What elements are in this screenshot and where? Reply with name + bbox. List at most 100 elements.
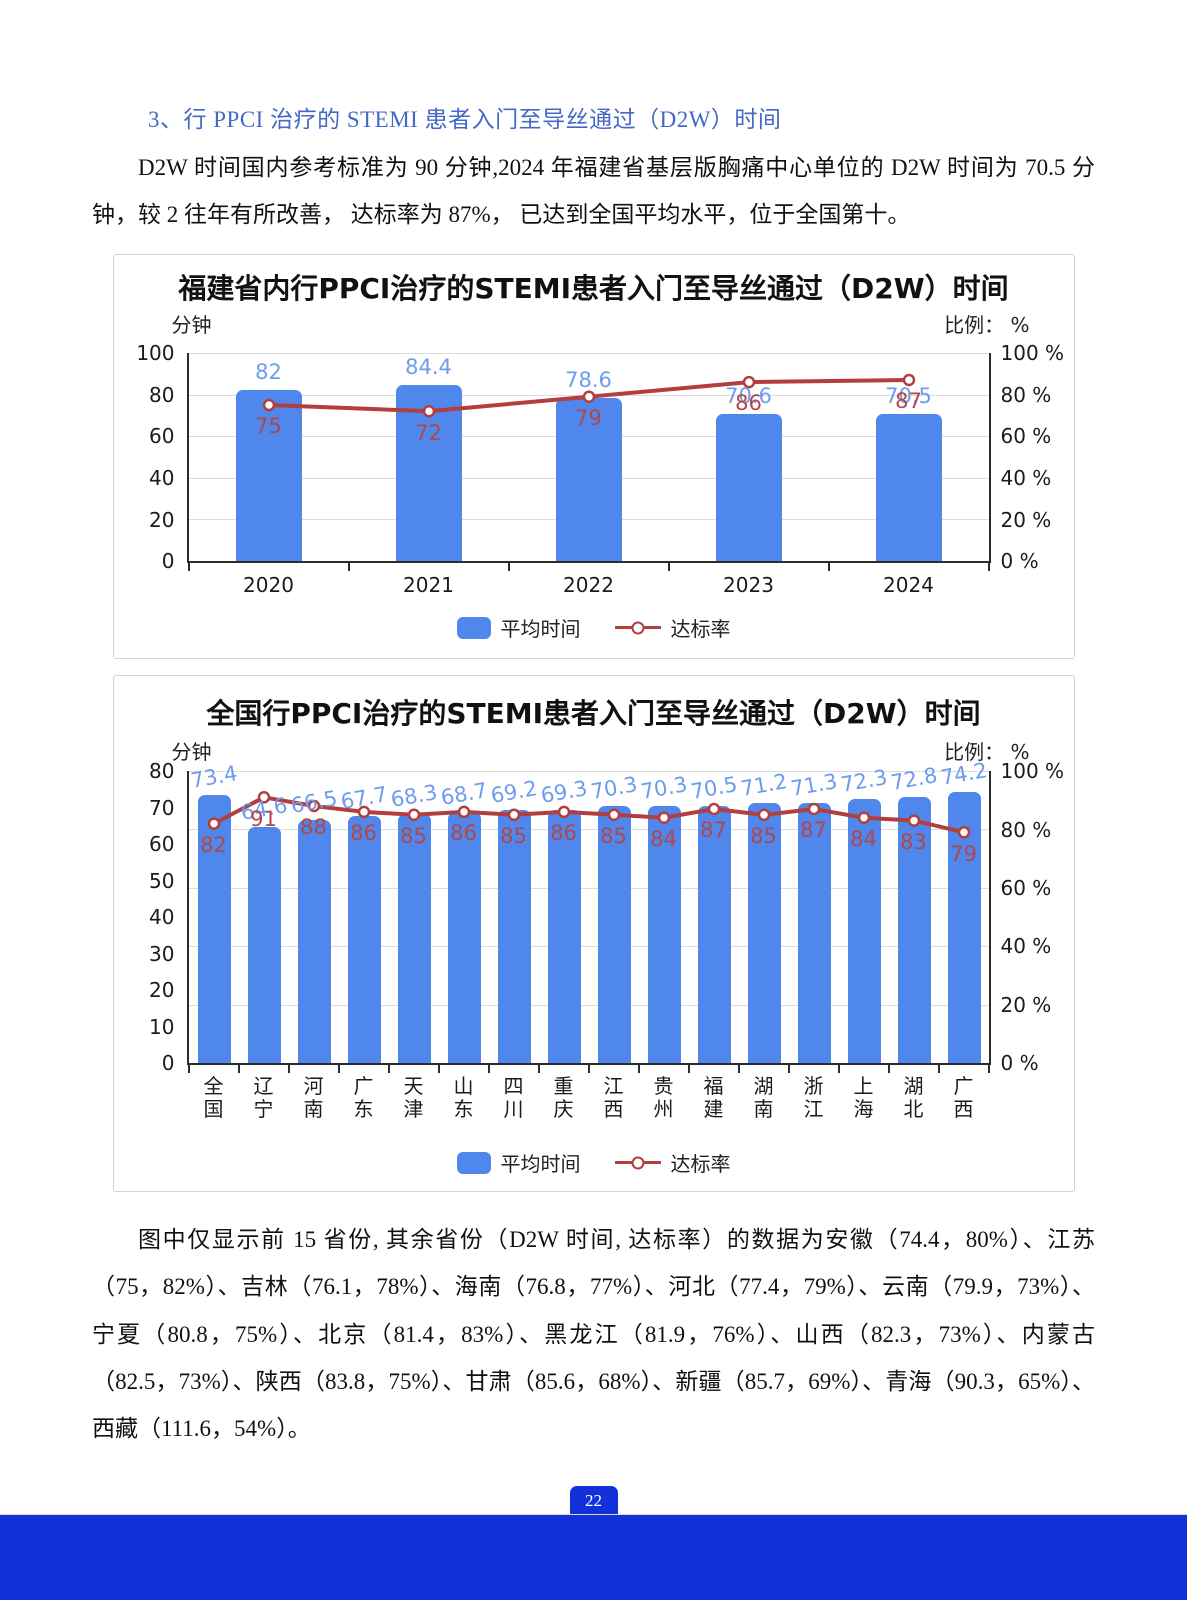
rate-point-marker [582,390,595,404]
rate-point-marker [357,805,370,819]
left-axis-tick-label: 70 [149,795,175,820]
rate-value-label: 75 [255,414,282,439]
rate-value-label: 79 [950,841,977,866]
category-label: 广西 [953,1074,974,1122]
left-axis-tick-label: 80 [149,759,175,784]
line-legend-circle-icon [631,1156,644,1170]
left-axis-unit-label: 分钟 [171,313,212,338]
bar [697,806,731,1064]
legend-item-bar: 平均时间 [456,613,581,642]
section-heading: 3、行 PPCI 治疗的 STEMI 患者入门至导丝通过（D2W）时间 [148,107,782,132]
category-label: 贵州 [653,1074,674,1122]
gridline [188,946,989,948]
rate-value-label: 83 [900,829,927,854]
gridline [188,829,989,831]
left-axis-tick-label: 20 [149,978,175,1003]
x-axis-tick [837,1065,840,1074]
left-axis-tick-label: 30 [149,941,175,966]
chart-legend: 平均时间 达标率 [114,1148,1074,1177]
x-axis-tick [187,1065,190,1074]
rate-point-marker [757,808,770,822]
x-axis-tick [987,1065,990,1074]
bar-legend-swatch-icon [456,616,491,639]
category-label: 2022 [563,573,614,598]
x-axis-tick [487,1065,490,1074]
line-legend-marker-icon [614,1156,661,1170]
category-label: 2020 [243,573,294,598]
bar [797,803,831,1064]
category-label: 四川 [503,1074,524,1122]
left-axis-tick-label: 10 [149,1014,175,1039]
x-axis-tick [347,563,350,572]
rate-point-marker [307,800,320,813]
bottom-axis-line [186,1063,991,1066]
bar-value-label: 70.5 [885,384,932,409]
bar [847,799,881,1064]
rate-point-marker [857,811,870,825]
left-axis-tick-label: 80 [149,382,175,407]
rate-point-marker [607,808,620,822]
rate-value-label: 87 [700,818,727,843]
rate-value-label: 79 [575,405,602,430]
rate-value-label: 88 [300,815,327,840]
right-axis-unit-label: 比例： % [944,313,1030,338]
plot-area: 73.4 64.6 66.5 67.7 68.3 68.7 69.2 69.3 70.3 70.3… [186,758,991,1074]
bar [247,827,281,1064]
left-axis-tick-label: 40 [149,466,175,491]
x-axis-tick [387,1065,390,1074]
rate-value-label: 86 [550,821,577,846]
left-axis-tick-label: 20 [149,507,175,532]
rate-point-marker [407,808,420,822]
category-label: 福建 [703,1074,724,1122]
legend-label: 达标率 [670,1152,731,1177]
bar [397,814,431,1064]
line-legend-marker-icon [614,621,661,635]
right-axis-tick-label: 20 % [1000,992,1052,1017]
bar [347,816,381,1064]
x-axis-tick [507,563,510,572]
rate-value-label: 86 [350,821,377,846]
left-axis-line [186,353,189,562]
x-axis-tick [827,563,830,572]
rate-point-marker [902,374,915,387]
rate-value-label: 86 [450,821,477,846]
left-axis-tick-label: 40 [149,905,175,930]
chart-fujian-d2w: 福建省内行PPCI治疗的STEMI患者入门至导丝通过（D2W）时间分钟 比例： %… [112,254,1075,660]
bar-value-label: 70.6 [725,384,772,409]
x-axis-tick [937,1065,940,1074]
right-axis-tick-label: 0 % [1000,549,1039,574]
bar-legend-swatch-icon [456,1151,491,1174]
bar-value-label: 84.4 [405,355,452,380]
chart-title: 全国行PPCI治疗的STEMI患者入门至导丝通过（D2W）时间 [206,697,981,731]
rate-value-label: 87 [895,389,922,414]
gridline [188,771,989,773]
bar [555,398,622,562]
line-legend-circle-icon [631,621,644,635]
category-label: 湖北 [903,1074,924,1122]
rate-value-label: 85 [400,824,427,849]
rate-value-label: 87 [800,818,827,843]
chart-title: 福建省内行PPCI治疗的STEMI患者入门至导丝通过（D2W）时间 [178,272,1009,306]
rate-point-marker [657,811,670,825]
left-axis-tick-label: 100 [136,341,175,366]
category-label: 全国 [203,1074,224,1122]
right-axis-tick-label: 60 % [1000,876,1052,901]
intro-paragraph: D2W 时间国内参考标准为 90 分钟,2024 年福建省基层版胸痛中心单位的 … [92,155,1095,228]
x-axis-tick [587,1065,590,1074]
rate-value-label: 84 [850,827,877,851]
right-axis-tick-label: 40 % [1000,934,1052,959]
bar [647,806,681,1064]
right-axis-tick-label: 80 % [1000,817,1052,842]
bar [747,803,781,1064]
left-axis-tick-label: 60 [149,424,175,449]
plot-area: 82 84.4 78.6 70.6 70.5 75 72 79 86 87 [186,353,991,572]
left-axis-tick-label: 0 [161,549,175,574]
category-label: 2021 [403,573,454,598]
x-axis-tick [437,1065,440,1074]
rate-point-marker [257,791,270,804]
x-axis-tick [887,1065,890,1074]
x-axis-tick [237,1065,240,1074]
rate-point-marker [207,817,220,831]
rate-point-marker [707,803,720,816]
category-label: 天津 [403,1074,424,1122]
